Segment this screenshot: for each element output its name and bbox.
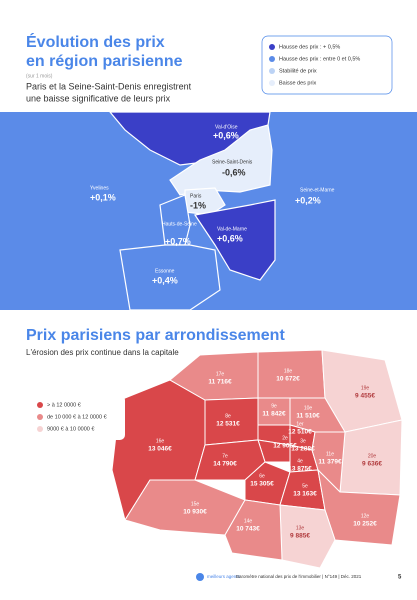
arrondissement-label: 15e (191, 501, 200, 507)
arrondissement-labels: 1er 12 510€2e 12 906€3e 13 288€ 4e 13 875€ 5e 1… (148, 368, 382, 539)
region-name: Hauts-de-Seine (162, 221, 197, 227)
arrondissement-label: 6e (259, 473, 265, 479)
logo (196, 573, 204, 581)
arrondissement-price: 13 163€ (293, 491, 317, 498)
region-map (0, 111, 417, 311)
arrondissement-label: 1er (296, 421, 304, 427)
arrondissement-label: 13e (296, 525, 305, 531)
region-name: Yvelines (90, 185, 109, 191)
title: en région parisienne (26, 53, 183, 70)
arrondissement-price: 12 906€ (273, 443, 297, 450)
region-value: -0,6% (222, 167, 246, 177)
footer-text: Baromètre national des prix de l'immobil… (236, 574, 362, 579)
title: Évolution des prix (26, 32, 165, 51)
subtitle: L'érosion des prix continue dans la capi… (26, 348, 179, 357)
arrondissement-label: 20e (368, 453, 377, 459)
region-value: +0,6% (213, 130, 239, 140)
legend: Hausse des prix : + 0,5% Hausse des prix… (261, 35, 393, 95)
region-value: +0,7% (165, 236, 191, 246)
region-value: +0,6% (217, 233, 243, 243)
legend-text: Hausse des prix : + 0,5% (279, 44, 340, 50)
arrondissement-price: 11 842€ (262, 411, 286, 418)
arrondissement-price: 10 930€ (183, 509, 207, 516)
arrondissement-label: 7e (222, 453, 228, 459)
arrondissement-price: 12 510€ (288, 429, 312, 436)
arrondissement-label: 2e (282, 435, 288, 441)
title: Prix parisiens par arrondissement (26, 327, 285, 344)
arrondissement-label: 4e (297, 458, 303, 464)
legend-text: Baisse des prix (279, 80, 317, 86)
arrondissement-price: 10 252€ (353, 521, 377, 528)
legend: > à 12 0000 € de 10 000 € à 12 0000 € 90… (30, 395, 125, 440)
legend-text: Hausse des prix : entre 0 et 0,5% (279, 56, 360, 62)
arrondissement-label: 18e (284, 368, 293, 374)
region-name: Val-de-Marne (217, 226, 247, 232)
arrondissement-label: 8e (225, 413, 231, 419)
legend-text: de 10 000 € à 12 0000 € (47, 414, 107, 420)
note: (sur 1 mois) (26, 73, 53, 79)
arrondissement-price: 9 455€ (355, 393, 375, 400)
heading: Paris et la Seine-Saint-Denis enregistre… (26, 81, 192, 91)
arrondissement-price: 13 875€ (288, 466, 312, 473)
arrondissement-price: 11 716€ (208, 379, 232, 386)
region-value: -1% (190, 200, 206, 210)
region-value: +0,4% (152, 275, 178, 285)
arrondissement-price: 9 885€ (290, 533, 310, 540)
legend-text: Stabilité de prix (279, 68, 317, 74)
arrondissement-price: 12 531€ (216, 421, 240, 428)
region-name: Seine-Saint-Denis (212, 159, 253, 165)
arrondissement-price: 13 288€ (291, 446, 315, 453)
legend-text: 9000 € à 10 0000 € (47, 426, 94, 432)
paris-map (111, 349, 403, 569)
arrondissement-price: 14 790€ (213, 461, 237, 468)
arrondissement-label: 19e (361, 385, 370, 391)
arrondissement-price: 15 305€ (250, 481, 274, 488)
arrondissement-label: 10e (304, 405, 313, 411)
arrondissement-price: 13 046€ (148, 446, 172, 453)
arrondissement-label: 14e (244, 518, 253, 524)
legend-text: > à 12 0000 € (47, 402, 81, 408)
arrondissement-label: 11e (326, 451, 334, 457)
region-name: Paris (190, 193, 202, 199)
arrondissement-label: 3e (300, 438, 306, 444)
arrondissement-price: 11 510€ (296, 413, 320, 420)
arrondissement-price: 11 379€ (318, 459, 342, 466)
arrondissement-label: 12e (361, 513, 370, 519)
arrondissement-label: 5e (302, 483, 308, 489)
region-name: Val-d'Oise (215, 124, 238, 130)
arrondissement-price: 9 636€ (362, 461, 382, 468)
page-number: 5 (398, 575, 402, 581)
region-value: +0,2% (295, 195, 321, 205)
arrondissement-price: 10 743€ (236, 526, 260, 533)
region-value: +0,1% (90, 192, 116, 202)
brand: meilleurs agents (207, 574, 241, 579)
heading: une baisse significative de leurs prix (26, 93, 171, 103)
arrondissement-price: 10 672€ (276, 376, 300, 383)
arrondissement-label: 17e (216, 371, 225, 377)
region-name: Essonne (155, 268, 175, 274)
region-name: Seine-et-Marne (300, 187, 335, 193)
arrondissement-label: 16e (156, 438, 165, 444)
arrondissement-label: 9e (271, 403, 277, 409)
